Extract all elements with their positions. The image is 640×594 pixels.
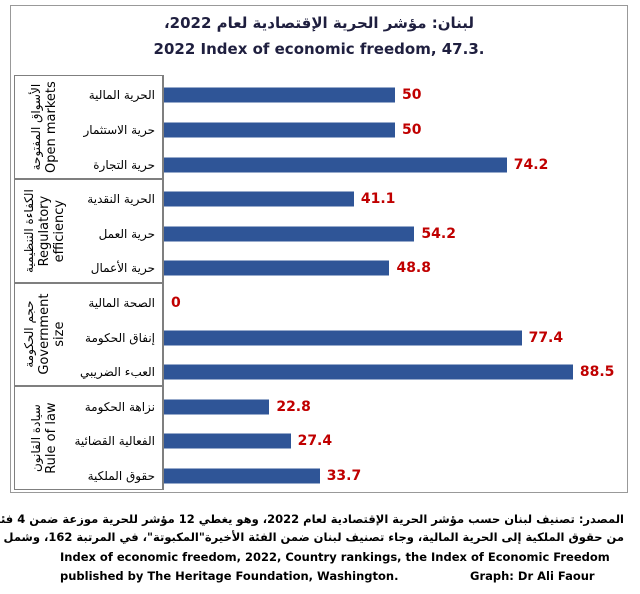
value-label: 74.2 — [513, 156, 549, 173]
footer-line: published by The Heritage Foundation, Wa… — [60, 569, 399, 583]
value-label: 22.8 — [276, 398, 311, 415]
category-label: العبء الضريبي — [80, 365, 155, 380]
group-label: الأسواق المفتوحة Open markets — [16, 75, 72, 179]
bar — [164, 191, 354, 207]
chart-subtitle: 2022 Index of economic freedom, 47.3. — [153, 40, 485, 58]
chart-title: لبنان: مؤشر الحرية الإقتصادية لعام 2022، — [163, 14, 475, 32]
bar — [164, 399, 270, 415]
category-label: حقوق الملكية — [87, 468, 155, 483]
category-label: الفعالية القضائية — [74, 434, 155, 449]
category-label: الصحة المالية — [88, 295, 155, 310]
frame — [10, 5, 628, 493]
group-name-ar: الأسواق المفتوحة — [29, 83, 43, 171]
footer-line: Index of economic freedom, 2022, Country… — [60, 550, 610, 564]
group-name-en: Government size — [36, 293, 67, 376]
bar — [164, 330, 522, 345]
group-name-ar: حجم الحكومة — [21, 300, 36, 369]
value-label: 54.2 — [421, 225, 456, 242]
group-name-en: Open markets — [44, 81, 59, 173]
category-label: الحرية المالية — [88, 88, 155, 103]
group-label: حجم الحكومة Government size — [16, 283, 72, 387]
group-name-en: Regulatory efficiency — [36, 195, 67, 266]
group-box — [14, 75, 163, 179]
value-label: 88.5 — [579, 364, 615, 381]
credit: Graph: Dr Ali Faour — [470, 569, 595, 583]
group-label: سيادة القانون Rule of law — [16, 386, 72, 490]
group-label: الكفاءة التنظيمية Regulatory efficiency — [16, 179, 72, 283]
bar — [164, 226, 415, 242]
value-label: 33.7 — [326, 467, 362, 484]
category-label: حرية التجارة — [93, 157, 155, 172]
value-label: 50 — [402, 87, 422, 104]
value-label: 48.8 — [396, 260, 431, 277]
footer-line: من حقوق الملكية إلى الحرية المالية، وجاء… — [0, 530, 624, 544]
footer-line: المصدر: تصنيف لبنان حسب مؤشر الحرية الإق… — [0, 512, 624, 526]
group-box — [14, 178, 163, 283]
bar — [164, 260, 390, 276]
category-label: حرية العمل — [98, 226, 155, 241]
category-label: حرية الاستثمار — [83, 122, 156, 137]
bar — [164, 433, 291, 449]
axis-line — [163, 75, 164, 490]
category-label: حرية الأعمال — [90, 261, 155, 276]
category-label: إنفاق الحكومة — [85, 330, 155, 345]
value-label: 50 — [402, 121, 422, 138]
group-box — [14, 386, 163, 491]
group-name-ar: سيادة القانون — [29, 404, 43, 473]
group-name-ar: الكفاءة التنظيمية — [21, 188, 36, 273]
bar — [164, 364, 573, 380]
bar — [164, 122, 395, 138]
value-label: 77.4 — [528, 329, 564, 346]
group-name-en: Rule of law — [44, 402, 59, 474]
value-label: 41.1 — [360, 191, 396, 208]
bar — [164, 157, 507, 172]
bar — [164, 87, 395, 103]
group-box — [14, 282, 163, 387]
category-label: نزاهة الحكومة — [84, 399, 155, 414]
value-label: 27.4 — [297, 433, 333, 450]
bar — [164, 468, 320, 484]
value-label: 0 — [171, 294, 181, 311]
category-label: الحرية النقدية — [87, 192, 155, 207]
